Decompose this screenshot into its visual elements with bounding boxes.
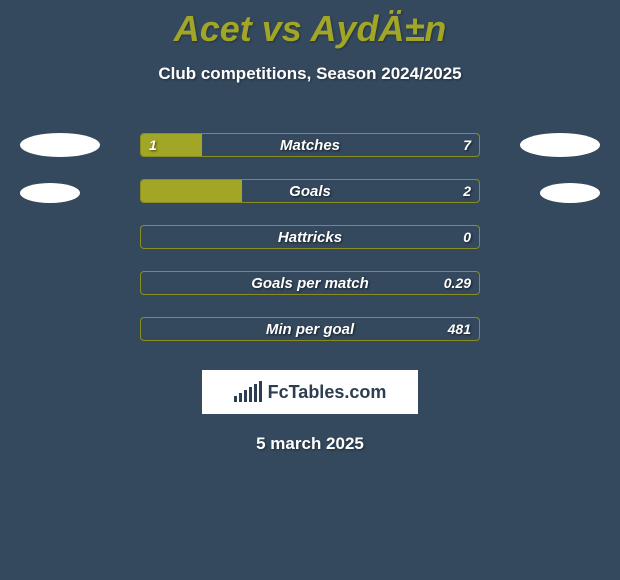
stat-row: Goals per match0.29 xyxy=(0,260,620,306)
stat-bar-track: Goals2 xyxy=(140,179,480,203)
stat-value-left: 1 xyxy=(149,134,157,156)
stat-row: Hattricks0 xyxy=(0,214,620,260)
stat-row: Min per goal481 xyxy=(0,306,620,352)
player-left-dot xyxy=(20,133,100,157)
page-subtitle: Club competitions, Season 2024/2025 xyxy=(0,64,620,84)
stat-label: Goals xyxy=(141,180,479,202)
bars-icon-bar xyxy=(259,381,262,402)
source-logo: FcTables.com xyxy=(202,370,418,414)
comparison-infographic: Acet vs AydÄ±n Club competitions, Season… xyxy=(0,0,620,454)
stat-bar-track: Matches1 7 xyxy=(140,133,480,157)
stat-value-right: 0.29 xyxy=(444,272,471,294)
stat-bar-track: Goals per match0.29 xyxy=(140,271,480,295)
bars-icon-bar xyxy=(249,387,252,402)
bars-icon-bar xyxy=(239,393,242,402)
stat-row: Goals2 xyxy=(0,168,620,214)
stat-label: Min per goal xyxy=(141,318,479,340)
bars-icon-bar xyxy=(234,396,237,402)
page-title: Acet vs AydÄ±n xyxy=(0,0,620,50)
stat-label: Hattricks xyxy=(141,226,479,248)
stat-value-right: 2 xyxy=(463,180,471,202)
player-right-dot xyxy=(540,183,600,203)
bars-icon-bar xyxy=(244,390,247,402)
stat-bar-track: Hattricks0 xyxy=(140,225,480,249)
stat-label: Goals per match xyxy=(141,272,479,294)
player-left-dot xyxy=(20,183,80,203)
stat-bar-track: Min per goal481 xyxy=(140,317,480,341)
bars-icon xyxy=(234,382,262,402)
stat-value-right: 0 xyxy=(463,226,471,248)
player-right-dot xyxy=(520,133,600,157)
stat-label: Matches xyxy=(141,134,479,156)
stats-zone: Matches1 7 Goals2 Hattricks0 Goals per match… xyxy=(0,122,620,352)
logo-text: FcTables.com xyxy=(268,382,387,403)
stat-value-right: 7 xyxy=(463,134,471,156)
stat-row: Matches1 7 xyxy=(0,122,620,168)
stat-value-right: 481 xyxy=(448,318,471,340)
bars-icon-bar xyxy=(254,384,257,402)
date-label: 5 march 2025 xyxy=(0,434,620,454)
